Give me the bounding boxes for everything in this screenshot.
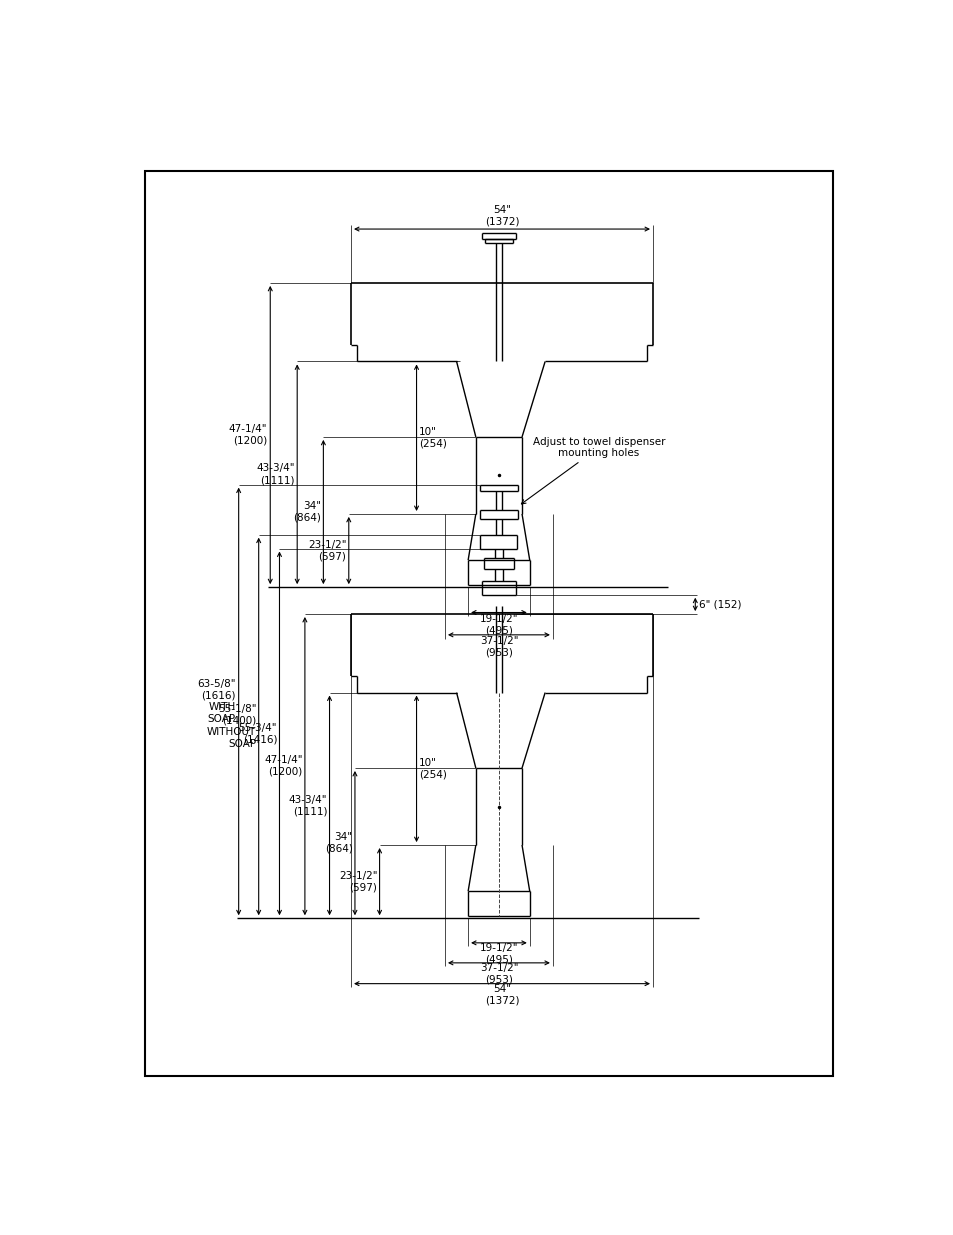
Text: 43-3/4"
(1111): 43-3/4" (1111) — [289, 794, 327, 816]
Text: 54"
(1372): 54" (1372) — [484, 983, 518, 1005]
Text: 34"
(864): 34" (864) — [293, 501, 321, 522]
Text: 47-1/4"
(1200): 47-1/4" (1200) — [229, 425, 267, 446]
Text: 19-1/2"
(495): 19-1/2" (495) — [479, 942, 517, 965]
Text: 10"
(254): 10" (254) — [418, 427, 446, 448]
Text: 47-1/4"
(1200): 47-1/4" (1200) — [264, 756, 302, 777]
Text: 10"
(254): 10" (254) — [418, 758, 446, 779]
Text: 6" (152): 6" (152) — [699, 599, 740, 609]
Text: 37-1/2"
(953): 37-1/2" (953) — [479, 636, 517, 658]
Text: 37-1/2"
(953): 37-1/2" (953) — [479, 963, 517, 984]
Text: 19-1/2"
(495): 19-1/2" (495) — [479, 614, 517, 636]
Text: 55-1/8"
(1400)
WITHOUT
SOAP: 55-1/8" (1400) WITHOUT SOAP — [207, 704, 256, 748]
Text: 34"
(864): 34" (864) — [324, 832, 353, 853]
Text: 55-3/4"
(1416): 55-3/4" (1416) — [238, 722, 277, 745]
Text: 23-1/2"
(597): 23-1/2" (597) — [338, 871, 376, 893]
Text: 23-1/2"
(597): 23-1/2" (597) — [308, 540, 346, 562]
Text: 43-3/4"
(1111): 43-3/4" (1111) — [256, 463, 294, 485]
Text: 54"
(1372): 54" (1372) — [484, 205, 518, 227]
Text: Adjust to towel dispenser
mounting holes: Adjust to towel dispenser mounting holes — [521, 437, 664, 504]
Text: 63-5/8"
(1616)
WITH
SOAP: 63-5/8" (1616) WITH SOAP — [197, 679, 235, 724]
